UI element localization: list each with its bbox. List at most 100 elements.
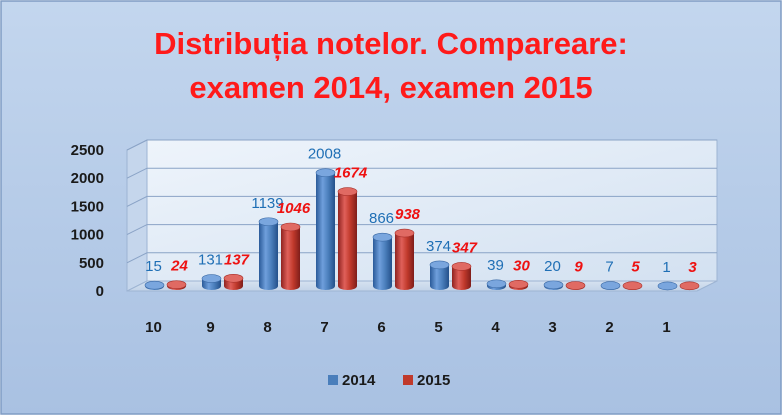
legend-label-2014: 2014: [342, 372, 376, 389]
bar-top: [679, 281, 700, 291]
bar-2014-8: [258, 217, 279, 290]
y-tick-label: 2000: [71, 170, 104, 187]
data-label: 30: [513, 257, 530, 274]
bar-top: [315, 168, 336, 178]
x-tick-label: 7: [320, 319, 328, 336]
bar-2015-5: [451, 262, 472, 290]
bar-top: [394, 228, 415, 238]
data-label: 15: [145, 258, 162, 275]
bar-2015-8: [280, 222, 301, 290]
bar-top: [258, 217, 279, 227]
gridline: [126, 139, 717, 151]
bar-2015-4: [508, 280, 529, 290]
data-label: 347: [452, 239, 478, 256]
legend-swatch-2015: [403, 375, 413, 385]
data-label: 7: [605, 259, 613, 276]
bar-2014-3: [543, 280, 564, 290]
bar-body: [373, 237, 392, 290]
chart-title-line-1: Distribuția notelor. Compareare:: [154, 26, 628, 61]
chart-title-line-2: examen 2014, examen 2015: [189, 70, 592, 105]
data-label: 938: [395, 206, 421, 223]
bar-2015-6: [394, 228, 415, 290]
y-tick-label: 1500: [71, 198, 104, 215]
y-tick-label: 500: [79, 255, 104, 272]
bar-2014-6: [372, 232, 393, 290]
x-tick-label: 8: [263, 319, 271, 336]
data-label: 24: [170, 258, 188, 275]
bar-top: [508, 280, 529, 289]
bar-body: [316, 172, 335, 290]
bar-2015-10: [166, 280, 187, 290]
x-tick-label: 4: [491, 319, 500, 336]
data-label: 866: [369, 210, 394, 227]
gridline: [126, 224, 717, 236]
data-label: 20: [544, 258, 561, 275]
x-tick-label: 10: [145, 319, 162, 336]
bar-body: [259, 221, 278, 290]
x-axis: 10 9 8 7 6 5 4 3 2 1: [145, 319, 671, 336]
x-tick-label: 3: [548, 319, 556, 336]
y-axis: 0 500 1000 1500 2000 2500: [71, 142, 104, 300]
y-tick-label: 2500: [71, 142, 104, 159]
bar-2014-1: [657, 281, 678, 291]
x-tick-label: 5: [434, 319, 442, 336]
bar-top: [543, 280, 564, 290]
data-label: 131: [198, 252, 223, 269]
bar-2014-9: [201, 274, 222, 290]
legend-swatch-2014: [328, 375, 338, 385]
bar-top: [201, 274, 222, 283]
bar-2014-10: [144, 280, 165, 290]
data-label: 1139: [251, 195, 283, 212]
y-tick-label: 0: [96, 283, 104, 300]
x-tick-label: 6: [377, 319, 385, 336]
bar-body: [452, 266, 471, 290]
bar-top: [223, 273, 244, 283]
bar-2015-3: [565, 281, 586, 290]
legend-label-2015: 2015: [417, 372, 450, 389]
side-wall: [126, 139, 148, 292]
bar-top: [144, 280, 165, 290]
x-tick-label: 9: [206, 319, 214, 336]
bar-top: [486, 279, 507, 289]
bar-top: [280, 222, 301, 232]
data-label: 9: [574, 258, 583, 275]
bar-2014-4: [486, 279, 507, 290]
gridline: [126, 195, 717, 207]
data-label: 3: [688, 259, 697, 276]
gridline: [126, 252, 717, 264]
bars: [144, 168, 700, 291]
bar-top: [600, 281, 621, 290]
bar-top: [372, 232, 393, 242]
data-label: 1046: [277, 200, 311, 217]
bar-body: [338, 191, 357, 290]
bar-top: [429, 260, 450, 270]
bar-top: [166, 280, 187, 289]
data-label: 5: [631, 259, 640, 276]
bar-2015-7: [337, 187, 358, 290]
bar-top: [451, 262, 472, 271]
bar-top: [657, 281, 678, 291]
bar-2015-1: [679, 281, 700, 291]
gridlines: [126, 139, 717, 264]
bar-2014-2: [600, 281, 621, 290]
bar-top: [622, 281, 643, 291]
bar-body: [395, 233, 414, 290]
data-label: 1674: [334, 165, 368, 182]
legend: 2014 2015: [328, 372, 450, 389]
data-label: 137: [224, 251, 250, 268]
bar-2014-5: [429, 260, 450, 290]
bar-body: [281, 227, 300, 290]
data-label: 1: [662, 259, 670, 276]
bar-2015-9: [223, 273, 244, 290]
data-label: 2008: [308, 146, 341, 163]
bar-body: [430, 264, 449, 290]
gridline: [126, 167, 717, 179]
data-label: 374: [426, 238, 451, 255]
data-label: 39: [487, 257, 504, 274]
bar-2015-2: [622, 281, 643, 291]
bar-2014-7: [315, 168, 336, 290]
